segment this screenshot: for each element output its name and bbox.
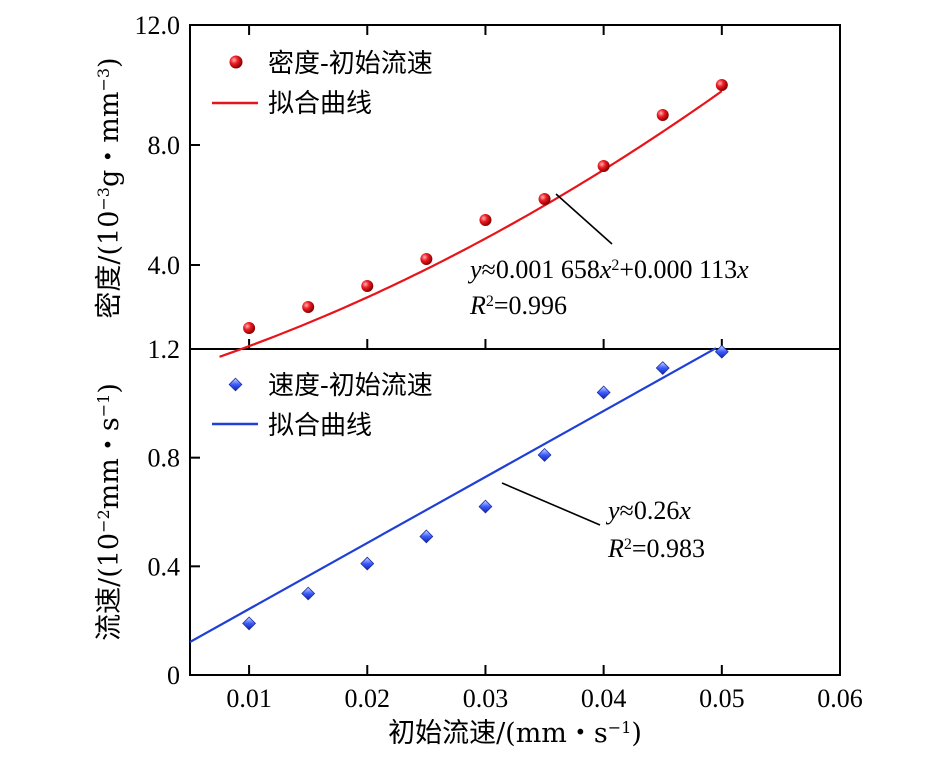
bottom-annotation-leader — [501, 482, 601, 526]
legend-fit-label: 拟合曲线 — [268, 89, 372, 119]
fit-line-path — [189, 347, 717, 643]
x-tick-label: 0.03 — [463, 684, 509, 713]
x-tick-label: 0.06 — [817, 684, 863, 713]
top-data-points — [243, 79, 728, 334]
data-point — [301, 586, 316, 601]
x-axis: 0.01 0.02 0.03 0.04 0.05 0.06 — [226, 25, 863, 713]
eq-x1: x — [599, 255, 612, 284]
data-point — [420, 253, 433, 265]
data-point — [715, 79, 728, 91]
eq-x2: x — [736, 255, 749, 284]
bottom-fit-line — [189, 347, 717, 643]
legend-fit-label: 拟合曲线 — [268, 411, 372, 441]
r-value: =0.983 — [632, 534, 705, 563]
data-point — [537, 448, 552, 462]
data-point — [538, 193, 551, 205]
bottom-y-axis-title: 流速/(10−2mm・s−1) — [94, 383, 126, 641]
eq-sq: 2 — [611, 257, 619, 274]
bottom-fit-equation: y≈0.26x — [605, 496, 691, 525]
r-value: =0.996 — [494, 291, 567, 320]
data-point — [714, 344, 729, 359]
x-tick-label: 0.01 — [226, 684, 272, 713]
legend-points-label: 速度-初始流速 — [268, 371, 433, 401]
data-point — [656, 109, 669, 121]
x-tick-label: 0.02 — [345, 684, 391, 713]
data-point — [302, 301, 315, 313]
data-point — [242, 616, 257, 631]
data-point — [597, 160, 610, 172]
top-annotation-leader — [555, 193, 613, 245]
data-point — [419, 529, 434, 544]
eq-coef: ≈0.001 658 — [482, 255, 600, 284]
bottom-legend: 速度-初始流速 拟合曲线 — [212, 371, 433, 441]
eq-x1: x — [678, 496, 691, 525]
top-legend: 密度-初始流速 拟合曲线 — [212, 49, 433, 119]
top-fit-curve — [219, 90, 723, 358]
x-tick-label: 0.05 — [699, 684, 745, 713]
fit-curve-path — [219, 90, 723, 358]
data-point — [478, 499, 493, 514]
data-point — [479, 214, 492, 226]
data-point — [655, 361, 670, 375]
y-tick-label: 12.0 — [135, 11, 181, 40]
bottom-r-squared: R2=0.983 — [607, 534, 705, 563]
y-tick-label: 1.2 — [148, 335, 181, 364]
data-point — [361, 280, 374, 292]
top-fit-equation: y≈0.001 658x2+0.000 113x — [467, 255, 749, 284]
eq-rest: +0.000 113 — [619, 255, 737, 284]
y-tick-label: 0 — [167, 661, 180, 690]
y-tick-label: 0.4 — [148, 552, 181, 581]
data-point — [243, 322, 256, 334]
data-point — [360, 556, 375, 571]
eq-y: y — [467, 255, 482, 284]
r-label: R — [469, 291, 486, 320]
r-label: R — [607, 534, 624, 563]
bottom-plot-frame — [189, 348, 841, 676]
top-r-squared: R2=0.996 — [469, 291, 567, 320]
legend-points-label: 密度-初始流速 — [268, 49, 433, 79]
top-y-axis-title: 密度/(10−3g・mm−3) — [94, 57, 126, 318]
data-point — [596, 385, 611, 400]
legend-diamond-marker — [228, 377, 243, 392]
bottom-y-axis: 0 0.4 0.8 1.2 — [148, 335, 200, 690]
y-tick-label: 8.0 — [148, 131, 181, 160]
bottom-data-points — [242, 344, 729, 631]
r-sq: 2 — [486, 293, 494, 310]
x-tick-label: 0.04 — [581, 684, 627, 713]
top-y-axis: 4.0 8.0 12.0 — [135, 11, 200, 280]
legend-point-marker — [229, 55, 243, 69]
y-tick-label: 4.0 — [148, 251, 181, 280]
y-tick-label: 0.8 — [148, 444, 181, 473]
eq-coef: ≈0.26 — [620, 496, 680, 525]
eq-y: y — [605, 496, 620, 525]
r-sq: 2 — [624, 536, 632, 553]
x-axis-title: 初始流速/(mm・s−1) — [388, 718, 642, 750]
